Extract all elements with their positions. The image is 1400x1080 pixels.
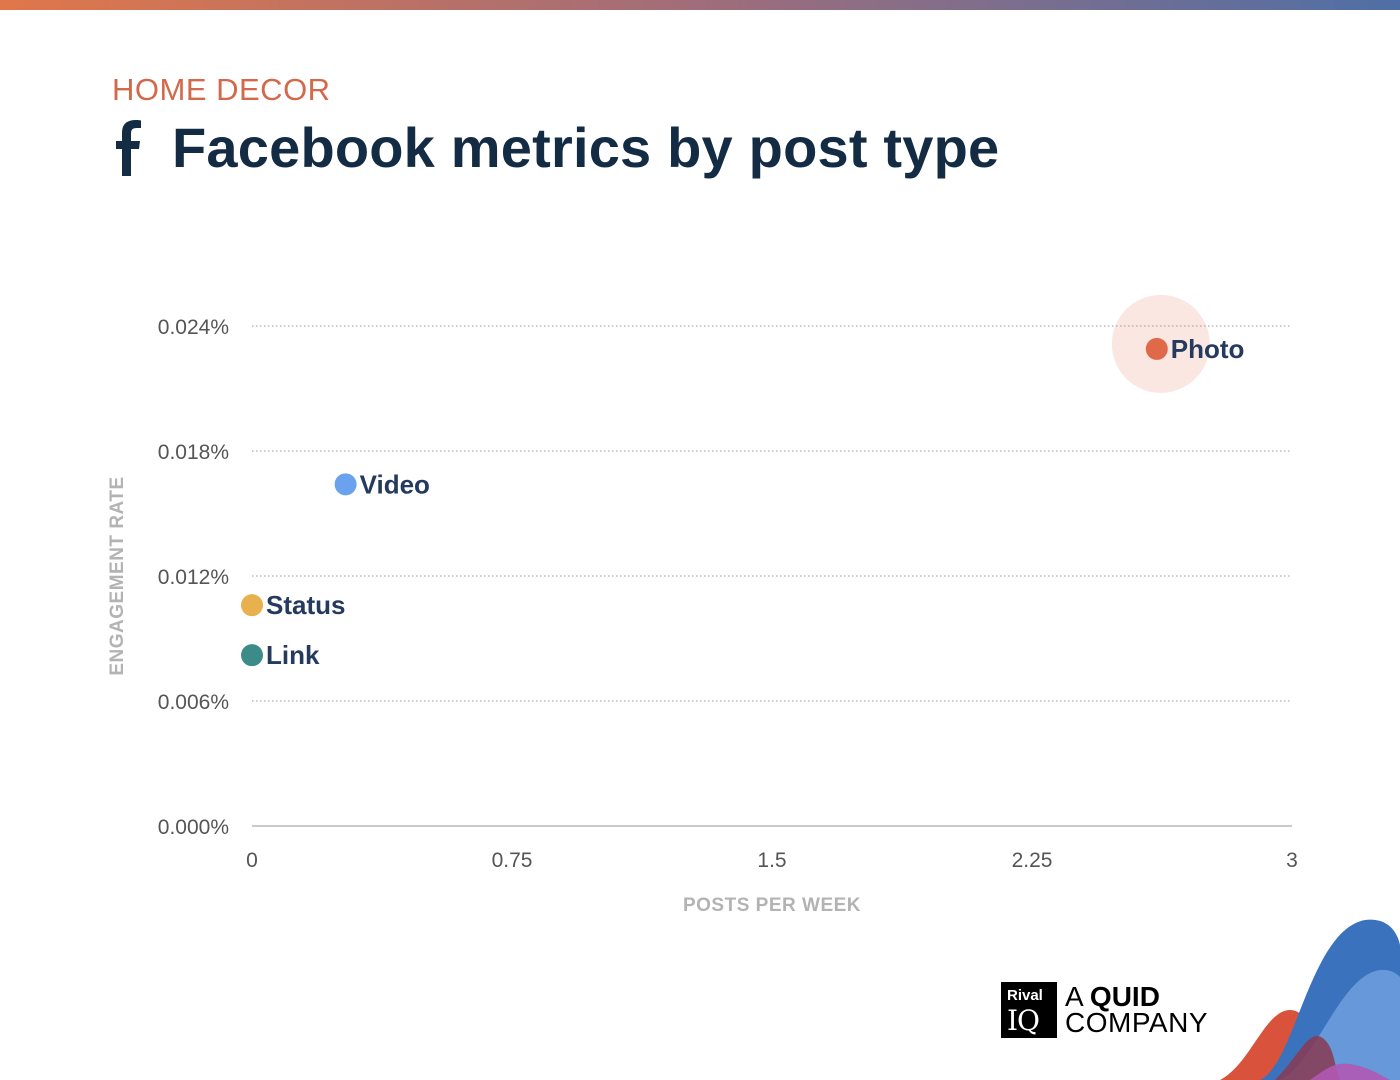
video-point-label: Video (360, 469, 430, 499)
category-label: HOME DECOR (112, 72, 331, 107)
y-tick-label: 0.012% (158, 566, 229, 589)
y-tick-label: 0.006% (158, 691, 229, 714)
link-point-label: Link (266, 640, 320, 670)
y-tick-label: 0.018% (158, 441, 229, 464)
y-axis-label: ENGAGEMENT RATE (107, 476, 128, 676)
x-tick-label: 1.5 (757, 849, 786, 872)
rival-iq-logo: Rival IQ A QUID COMPANY (1001, 982, 1208, 1038)
logo-box-line2: IQ (1007, 1004, 1040, 1037)
logo-text-prefix: A (1065, 981, 1090, 1012)
title-row: Facebook metrics by post type (112, 112, 999, 182)
link-point (241, 644, 263, 667)
photo-point (1145, 337, 1168, 360)
chart-title: Facebook metrics by post type (172, 115, 1000, 179)
x-tick-label: 3 (1286, 849, 1298, 872)
x-axis-label: POSTS PER WEEK (682, 895, 862, 916)
decorative-waves (1220, 919, 1400, 1080)
logo-text-line2: COMPANY (1065, 1007, 1208, 1038)
y-tick-label: 0.000% (158, 816, 229, 839)
y-tick-label: 0.024% (158, 316, 229, 339)
photo-point-label: Photo (1171, 334, 1245, 364)
logo-text: A QUID COMPANY (1065, 981, 1208, 1038)
video-point (334, 473, 357, 496)
facebook-icon (116, 120, 141, 176)
x-tick-label: 2.25 (1012, 849, 1053, 872)
status-point-label: Status (266, 590, 345, 620)
status-point (241, 594, 263, 617)
x-tick-label: 0 (246, 849, 258, 872)
logo-text-bold: QUID (1089, 981, 1160, 1012)
rival-iq-logo-box: Rival IQ (1001, 982, 1057, 1038)
x-tick-label: 0.75 (492, 849, 533, 872)
logo-box-line1: Rival (1007, 987, 1043, 1004)
top-gradient-bar (0, 0, 1400, 10)
